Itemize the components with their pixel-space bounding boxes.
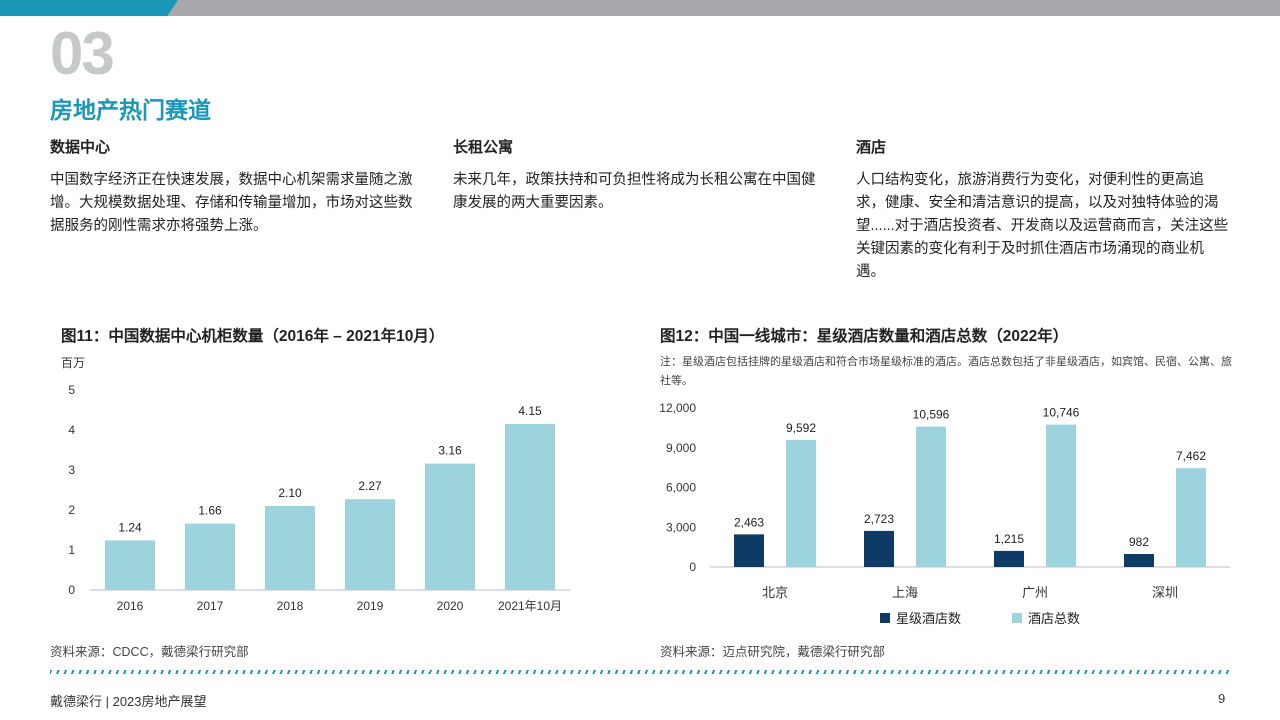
data-label: 3.16: [438, 444, 462, 458]
column-data-center: 数据中心 中国数字经济正在快速发展，数据中心机架需求量随之激增。大规模数据处理、…: [50, 136, 425, 238]
chart12-hotels: 0 3,000 6,000 9,000 12,000 2,463 9,592 北京 2,723 1…: [659, 401, 1230, 600]
bar: [786, 439, 816, 567]
data-label: 9,592: [786, 421, 816, 435]
data-label: 982: [1129, 535, 1149, 549]
bar: [265, 506, 315, 590]
data-label: 7,462: [1176, 449, 1206, 463]
bar: [345, 499, 395, 590]
section-number: 03: [50, 20, 115, 87]
legend-label: 酒店总数: [1028, 611, 1081, 626]
bar: [185, 523, 235, 590]
data-label: 2.27: [358, 479, 382, 493]
bar: [916, 426, 946, 567]
bar: [994, 550, 1024, 567]
data-label: 4.15: [518, 404, 542, 418]
y-tick-label: 4: [68, 423, 75, 437]
chart12-note: 注：星级酒店包括挂牌的星级酒店和符合市场星级标准的酒店。酒店总数包括了非星级酒店…: [660, 356, 1232, 387]
x-tick-label: 2017: [197, 599, 224, 613]
x-tick-label: 2018: [277, 599, 304, 613]
x-tick-label: 广州: [1022, 585, 1048, 600]
top-bar: [0, 0, 1280, 16]
y-tick-label: 0: [68, 583, 75, 597]
chart12-title: 图12：中国一线城市：星级酒店数量和酒店总数（2022年）: [660, 328, 1069, 345]
column-title: 数据中心: [50, 139, 111, 156]
x-tick-label: 上海: [892, 585, 918, 600]
legend-swatch: [880, 612, 890, 623]
chart11-unit-label: 百万: [61, 356, 86, 370]
bar: [105, 540, 155, 590]
data-label: 2,463: [734, 515, 764, 529]
x-tick-label: 北京: [762, 585, 788, 600]
data-label: 2,723: [864, 512, 894, 526]
y-tick-label: 12,000: [659, 401, 696, 415]
bar: [734, 534, 764, 567]
column-body: 中国数字经济正在快速发展，数据中心机架需求量随之激增。大规模数据处理、存储和传输…: [50, 172, 413, 234]
column-title: 长租公寓: [453, 139, 514, 156]
chart11-title: 图11：中国数据中心机柜数量（2016年 – 2021年10月）: [61, 328, 445, 345]
column-title: 酒店: [856, 139, 887, 156]
legend-label: 星级酒店数: [896, 611, 962, 626]
y-tick-label: 3,000: [666, 520, 696, 534]
bar: [1176, 468, 1206, 567]
footer-label: 戴德梁行 | 2023房地产展望: [50, 694, 207, 709]
legend-swatch: [1012, 612, 1022, 623]
y-tick-label: 9,000: [666, 441, 696, 455]
column-body: 人口结构变化，旅游消费行为变化，对便利性的更高追求，健康、安全和清洁意识的提高，…: [856, 172, 1229, 280]
bar: [1046, 424, 1076, 567]
chart11-data-center-racks: 0 1 2 3 4 5 1.24 2016 1.66 2017 2.10 2018 2.27 2019 3.…: [68, 383, 570, 613]
x-tick-label: 深圳: [1152, 585, 1178, 600]
section-title: 房地产热门赛道: [50, 97, 211, 123]
footer-divider: [50, 670, 1230, 674]
x-tick-label: 2020: [437, 599, 464, 613]
bar: [1124, 553, 1154, 567]
y-tick-label: 3: [68, 463, 75, 477]
legend-item-total-hotels: 酒店总数: [1012, 608, 1080, 627]
column-rental-apartments: 长租公寓 未来几年，政策扶持和可负担性将成为长租公寓在中国健康发展的两大重要因素…: [453, 136, 828, 215]
bar: [425, 463, 475, 590]
column-body: 未来几年，政策扶持和可负担性将成为长租公寓在中国健康发展的两大重要因素。: [453, 172, 816, 211]
data-label: 2.10: [278, 486, 302, 500]
chart12-source: 资料来源：迈点研究院，戴德梁行研究部: [660, 645, 886, 659]
x-tick-label: 2016: [117, 599, 144, 613]
y-tick-label: 6,000: [666, 481, 696, 495]
bar: [864, 530, 894, 567]
x-tick-label: 2021年10月: [498, 599, 562, 613]
y-tick-label: 2: [68, 503, 75, 517]
y-tick-label: 1: [68, 543, 75, 557]
data-label: 10,746: [1043, 406, 1080, 420]
data-label: 1.24: [118, 520, 142, 534]
y-tick-label: 0: [689, 560, 696, 574]
top-bar-accent: [0, 0, 178, 16]
x-tick-label: 2019: [357, 599, 384, 613]
data-label: 1,215: [994, 532, 1024, 546]
data-label: 1.66: [198, 504, 222, 518]
page-number: 9: [1218, 691, 1226, 706]
chart11-source: 资料来源：CDCC，戴德梁行研究部: [50, 645, 249, 659]
bar: [505, 424, 555, 590]
column-hotels: 酒店 人口结构变化，旅游消费行为变化，对便利性的更高追求，健康、安全和清洁意识的…: [856, 136, 1231, 284]
legend-item-star-hotels: 星级酒店数: [880, 608, 961, 627]
y-tick-label: 5: [68, 383, 75, 397]
data-label: 10,596: [913, 408, 950, 422]
